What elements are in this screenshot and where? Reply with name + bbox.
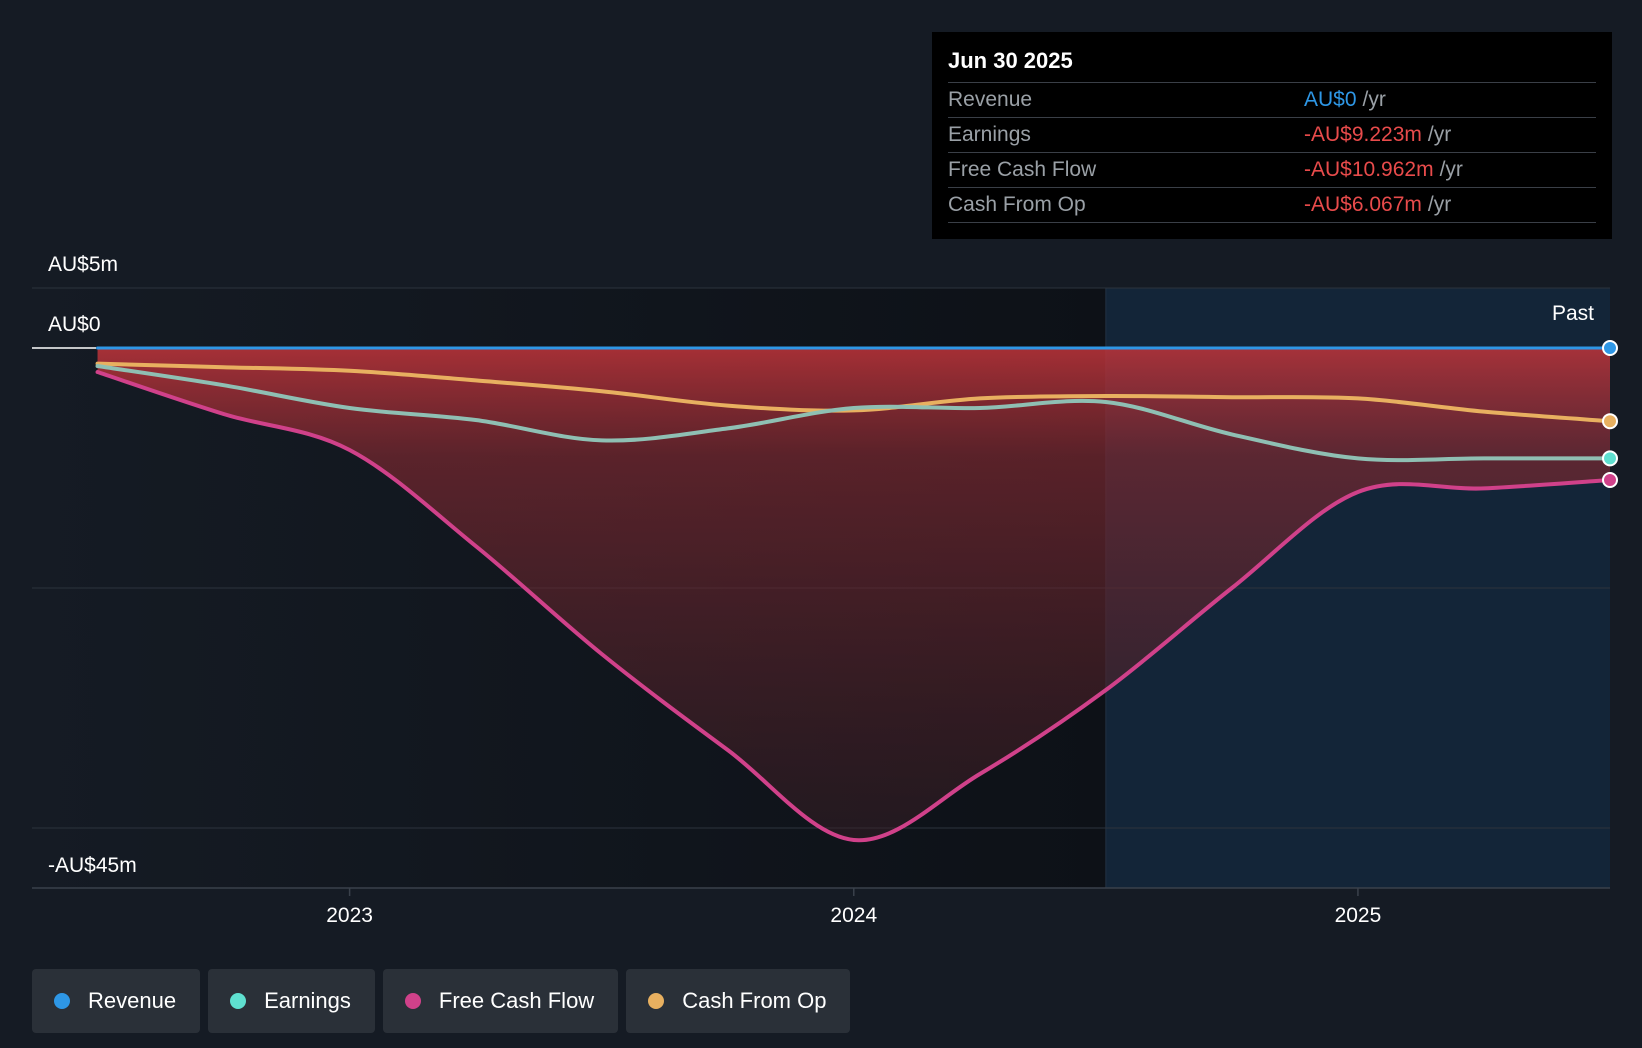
tooltip-row-revenue: Revenue AU$0 /yr bbox=[948, 82, 1596, 117]
past-label: Past bbox=[1552, 302, 1594, 325]
free-cash-flow-area bbox=[97, 348, 1610, 841]
free-cash-flow-line bbox=[95, 370, 1610, 843]
series-lines bbox=[95, 346, 1610, 843]
legend-label: Free Cash Flow bbox=[438, 988, 595, 1013]
tooltip-label: Free Cash Flow bbox=[948, 158, 1097, 181]
cash-from-op-line bbox=[95, 361, 1610, 424]
cash-from-op-end-point bbox=[1602, 413, 1618, 430]
revenue-dot-icon bbox=[54, 993, 70, 1009]
legend-item-free-cash-flow[interactable]: Free Cash Flow bbox=[382, 969, 619, 1033]
tooltip-row-cash-from-op: Cash From Op -AU$6.067m /yr bbox=[948, 187, 1596, 223]
y-label-top: AU$5m bbox=[48, 253, 118, 276]
cash-from-op-dot-icon bbox=[648, 993, 665, 1009]
tooltip: Jun 30 2025 Revenue AU$0 /yr Earnings -A… bbox=[932, 32, 1612, 239]
legend-label: Earnings bbox=[264, 988, 351, 1013]
tooltip-row-earnings: Earnings -AU$9.223m /yr bbox=[948, 117, 1596, 152]
x-axis: 2023 2024 2025 bbox=[326, 888, 1381, 927]
legend-item-earnings[interactable]: Earnings bbox=[208, 969, 375, 1033]
tooltip-value: AU$0 bbox=[1304, 88, 1357, 111]
tooltip-row-free-cash-flow: Free Cash Flow -AU$10.962m /yr bbox=[948, 152, 1596, 187]
legend-label: Cash From Op bbox=[682, 988, 827, 1013]
y-label-bottom: -AU$45m bbox=[48, 854, 137, 877]
free-cash-flow-dot-icon bbox=[404, 993, 421, 1009]
legend-label: Revenue bbox=[88, 988, 177, 1013]
x-tick-label: 2023 bbox=[326, 904, 373, 927]
tooltip-value: -AU$9.223m bbox=[1304, 123, 1422, 146]
tooltip-unit: /yr bbox=[1427, 193, 1452, 216]
legend-item-cash-from-op[interactable]: Cash From Op bbox=[626, 969, 851, 1033]
free-cash-flow-end-point bbox=[1602, 472, 1618, 488]
legend-item-revenue[interactable]: Revenue bbox=[32, 969, 201, 1033]
x-tick-label: 2024 bbox=[830, 904, 877, 927]
tooltip-value: -AU$10.962m bbox=[1304, 158, 1434, 181]
tooltip-label: Revenue bbox=[948, 88, 1033, 111]
tooltip-date: Jun 30 2025 bbox=[948, 48, 1073, 73]
y-label-zero: AU$0 bbox=[48, 313, 101, 336]
tooltip-label: Earnings bbox=[948, 123, 1031, 146]
tooltip-label: Cash From Op bbox=[948, 193, 1086, 216]
series-end-dots bbox=[1602, 340, 1618, 488]
area-fill bbox=[97, 348, 1610, 841]
tooltip-unit: /yr bbox=[1439, 158, 1463, 181]
earnings-line bbox=[95, 364, 1610, 463]
tooltip-value: -AU$6.067m bbox=[1304, 193, 1422, 216]
tooltip-unit: /yr bbox=[1362, 88, 1386, 111]
earnings-end-point bbox=[1602, 450, 1618, 467]
x-tick-label: 2025 bbox=[1335, 904, 1382, 927]
earnings-dot-icon bbox=[230, 993, 247, 1009]
revenue-end-point bbox=[1602, 340, 1618, 356]
tooltip-unit: /yr bbox=[1427, 123, 1452, 146]
legend: Revenue Earnings Free Cash Flow Cash Fro… bbox=[32, 969, 851, 1033]
